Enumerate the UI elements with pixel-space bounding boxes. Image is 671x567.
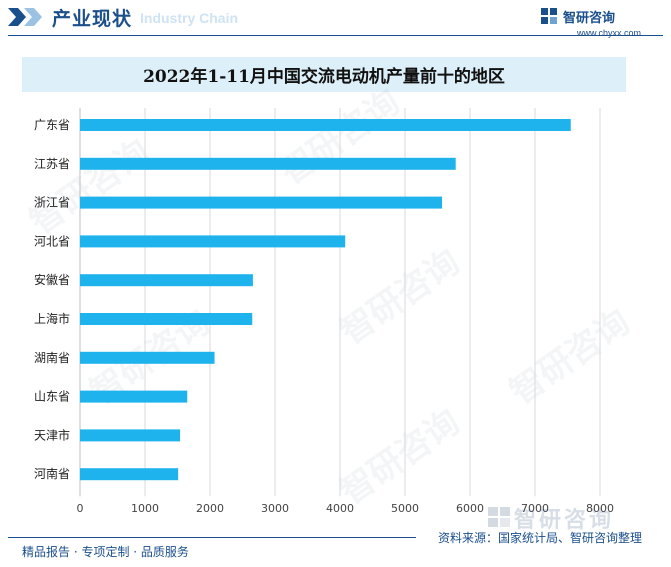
bar-6 <box>80 351 215 364</box>
brand: 智研咨询 www.chyxx.com <box>541 6 661 38</box>
x-tick-label-5: 5000 <box>391 502 419 515</box>
x-tick-label-1: 1000 <box>131 502 159 515</box>
chevron-marks-icon <box>8 8 42 26</box>
header-divider <box>8 35 663 36</box>
bar-2 <box>80 196 443 209</box>
category-label-2: 浙江省 <box>34 196 70 210</box>
section-subtitle: Industry Chain <box>140 10 239 26</box>
bar-7 <box>80 390 188 403</box>
header: Industry Chain 产业现状 智研咨询 www.chyxx.com <box>0 0 671 40</box>
x-tick-label-2: 2000 <box>196 502 224 515</box>
x-tick-label-4: 4000 <box>326 502 354 515</box>
category-label-1: 江苏省 <box>34 157 70 171</box>
brand-url: www.chyxx.com <box>577 28 642 38</box>
bar-8 <box>80 429 181 442</box>
category-label-8: 天津市 <box>34 427 70 442</box>
x-tick-label-7: 7000 <box>521 502 549 515</box>
category-label-4: 安徽省 <box>34 272 70 287</box>
chart-title: 2022年1-11月中国交流电动机产量前十的地区 <box>143 67 505 87</box>
footer-tagline: 精品报告 · 专项定制 · 品质服务 <box>22 545 189 559</box>
bar-chart: 0 1000 2000 3000 4000 5000 6000 7000 8000 广东省江苏省浙… <box>34 108 614 515</box>
category-label-0: 广东省 <box>34 118 70 132</box>
x-tick-label-3: 3000 <box>261 502 289 515</box>
category-label-7: 山东省 <box>34 390 70 404</box>
brand-name: 智研咨询 <box>563 11 616 26</box>
category-label-5: 上海市 <box>34 311 70 326</box>
chart-title-box: 2022年1-11月中国交流电动机产量前十的地区 <box>22 57 626 92</box>
x-tick-label-0: 0 <box>77 502 84 515</box>
category-label-3: 河北省 <box>34 234 70 248</box>
data-source: 资料来源：国家统计局、智研咨询整理 <box>438 531 643 545</box>
section-title: 产业现状 <box>52 8 133 30</box>
bar-5 <box>80 313 253 325</box>
bar-3 <box>80 235 346 248</box>
source-logo-icon <box>488 507 510 527</box>
brand-logo-icon <box>541 8 557 24</box>
bar-1 <box>80 157 456 170</box>
bar-4 <box>80 274 253 287</box>
bar-9 <box>80 468 179 481</box>
category-label-9: 河南省 <box>34 466 70 481</box>
x-tick-label-8: 8000 <box>586 502 614 515</box>
footer-divider <box>8 537 416 538</box>
category-label-6: 湖南省 <box>34 350 70 365</box>
source-brand-watermark: 智研咨询 <box>514 508 615 533</box>
x-tick-label-6: 6000 <box>456 502 484 515</box>
bar-0 <box>80 119 571 131</box>
